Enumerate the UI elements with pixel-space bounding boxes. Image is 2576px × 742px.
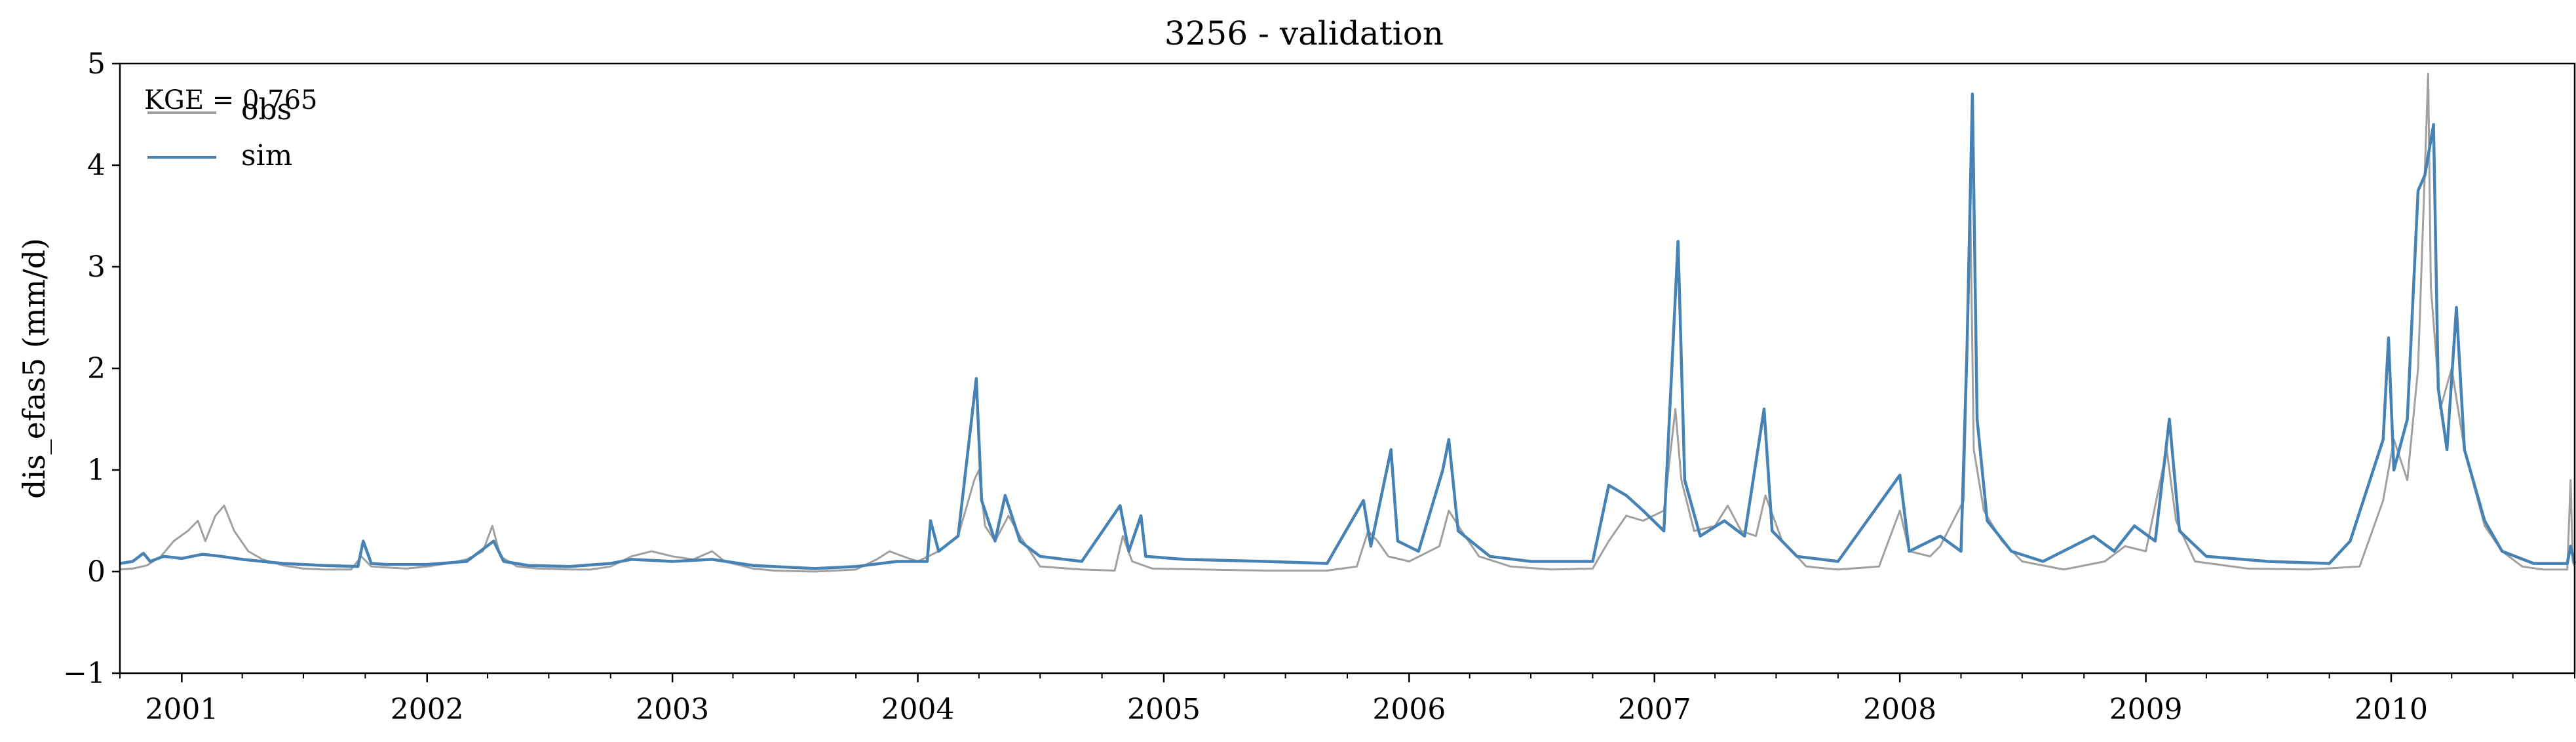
legend-label-obs: obs — [241, 93, 292, 127]
x-tick-label: 2004 — [881, 693, 955, 726]
series-layer — [119, 73, 2576, 573]
x-tick-label: 2006 — [1372, 693, 1446, 726]
y-tick-label: 3 — [87, 250, 106, 284]
y-axis: −1 0 1 2 3 4 5 — [63, 47, 120, 690]
y-tick-label: 4 — [87, 149, 106, 182]
chart-title: 3256 - validation — [1164, 14, 1444, 52]
y-tick-label: 0 — [87, 555, 106, 589]
legend-label-sim: sim — [241, 139, 292, 172]
y-tick-label: 2 — [87, 352, 106, 385]
y-tick-label: 5 — [87, 47, 106, 81]
kge-annotation: KGE = 0.765 — [144, 85, 318, 115]
legend: obs sim — [147, 93, 292, 172]
series-line-sim — [119, 92, 2576, 570]
y-tick-label: 1 — [87, 454, 106, 487]
x-tick-label: 2001 — [145, 693, 218, 726]
y-axis-label: dis_efas5 (mm/d) — [16, 238, 52, 499]
x-tick-label: 2005 — [1127, 693, 1201, 726]
x-tick-label: 2009 — [2109, 693, 2183, 726]
x-axis: 2001 2002 2003 2004 2005 2006 2007 2008 2009 2010 — [119, 673, 2575, 726]
series-line-obs — [119, 73, 2576, 573]
x-tick-label: 2007 — [1618, 693, 1691, 726]
x-tick-label: 2002 — [391, 693, 464, 726]
x-tick-label: 2010 — [2355, 693, 2428, 726]
y-tick-label: −1 — [63, 657, 106, 690]
x-tick-label: 2003 — [636, 693, 709, 726]
x-tick-label: 2008 — [1863, 693, 1936, 726]
